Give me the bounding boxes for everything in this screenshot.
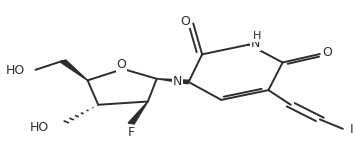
Text: I: I [349,123,353,136]
Text: HO: HO [30,121,49,134]
Text: F: F [128,126,135,139]
Text: O: O [323,46,333,59]
Polygon shape [60,60,88,80]
Polygon shape [157,79,189,84]
Text: N: N [173,75,182,89]
Text: O: O [180,15,190,28]
Text: N: N [251,37,260,50]
Text: O: O [116,58,126,71]
Text: H: H [252,31,261,41]
Polygon shape [128,102,148,124]
Text: HO: HO [5,64,25,77]
